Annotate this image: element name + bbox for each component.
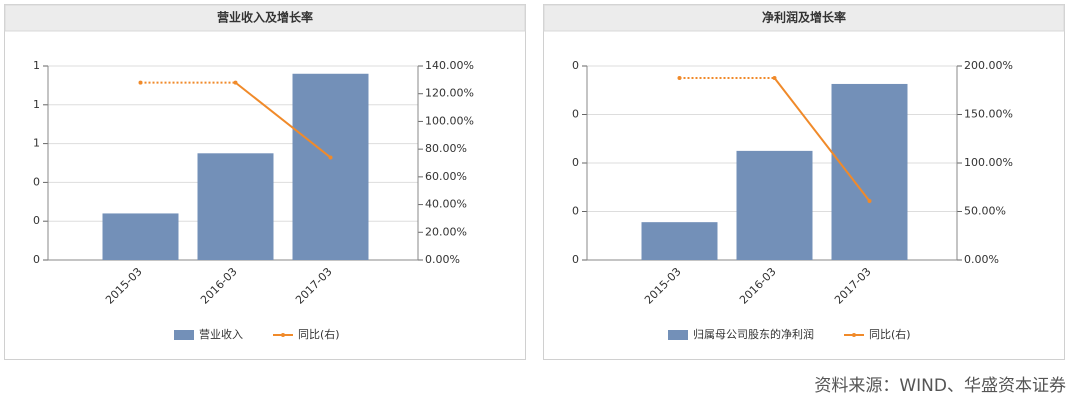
y2-tick-label: 100.00% bbox=[425, 114, 474, 127]
bar bbox=[736, 150, 813, 260]
title-bar bbox=[4, 4, 526, 32]
legend-label: 同比(右) bbox=[298, 327, 340, 341]
panel-border bbox=[543, 4, 1065, 360]
y-tick-label: 0 bbox=[33, 175, 40, 188]
line-point bbox=[867, 199, 872, 204]
y2-tick-label: 0.00% bbox=[964, 253, 999, 266]
bar bbox=[197, 153, 274, 260]
y2-tick-label: 100.00% bbox=[964, 156, 1013, 169]
legend-label: 营业收入 bbox=[199, 327, 243, 341]
y2-tick-label: 120.00% bbox=[425, 87, 474, 100]
chart-panel: 营业收入及增长率 0 0 0 1 1 1 0.00% 20.00% 40.00% 60.00% 80.… bbox=[4, 4, 526, 360]
line-point bbox=[138, 80, 143, 85]
bar bbox=[641, 222, 718, 260]
title-bar bbox=[543, 4, 1065, 32]
y-tick-label: 0 bbox=[33, 253, 40, 266]
y2-tick-label: 80.00% bbox=[425, 142, 467, 155]
y-tick-label: 1 bbox=[33, 137, 40, 150]
y-tick-label: 0 bbox=[572, 108, 579, 121]
y2-tick-label: 60.00% bbox=[425, 170, 467, 183]
y-tick-label: 0 bbox=[572, 205, 579, 218]
bar bbox=[102, 213, 179, 260]
line-point bbox=[233, 80, 238, 85]
y2-tick-label: 40.00% bbox=[425, 198, 467, 211]
legend-swatch bbox=[174, 330, 194, 340]
y2-tick-label: 50.00% bbox=[964, 205, 1006, 218]
chart-title: 营业收入及增长率 bbox=[217, 10, 313, 25]
legend-swatch-dot bbox=[852, 333, 856, 337]
y2-tick-label: 200.00% bbox=[964, 59, 1013, 72]
y-tick-label: 1 bbox=[33, 59, 40, 72]
y-tick-label: 0 bbox=[572, 253, 579, 266]
line-segment bbox=[234, 81, 332, 159]
y2-tick-label: 150.00% bbox=[964, 108, 1013, 121]
line-point bbox=[328, 155, 333, 160]
legend-swatch-dot bbox=[281, 333, 285, 337]
legend-label: 归属母公司股东的净利润 bbox=[693, 327, 814, 341]
y-tick-label: 0 bbox=[572, 59, 579, 72]
y-tick-label: 0 bbox=[572, 156, 579, 169]
y-tick-label: 1 bbox=[33, 98, 40, 111]
line-point bbox=[772, 76, 777, 81]
line-point bbox=[677, 76, 682, 81]
legend-swatch bbox=[668, 330, 688, 340]
y2-tick-label: 140.00% bbox=[425, 59, 474, 72]
y-tick-label: 0 bbox=[33, 214, 40, 227]
chart-panel: 净利润及增长率 0 0 0 0 0 0.00% 50.00% 100.00% 150.00% 200… bbox=[543, 4, 1065, 360]
y2-tick-label: 0.00% bbox=[425, 253, 460, 266]
bar bbox=[292, 73, 369, 260]
y2-tick-label: 20.00% bbox=[425, 225, 467, 238]
legend-label: 同比(右) bbox=[869, 327, 911, 341]
source-note: 资料来源：WIND、华盛资本证券 bbox=[814, 376, 1066, 396]
bar bbox=[831, 83, 908, 260]
chart-title: 净利润及增长率 bbox=[762, 10, 846, 25]
line-segment bbox=[773, 77, 871, 202]
